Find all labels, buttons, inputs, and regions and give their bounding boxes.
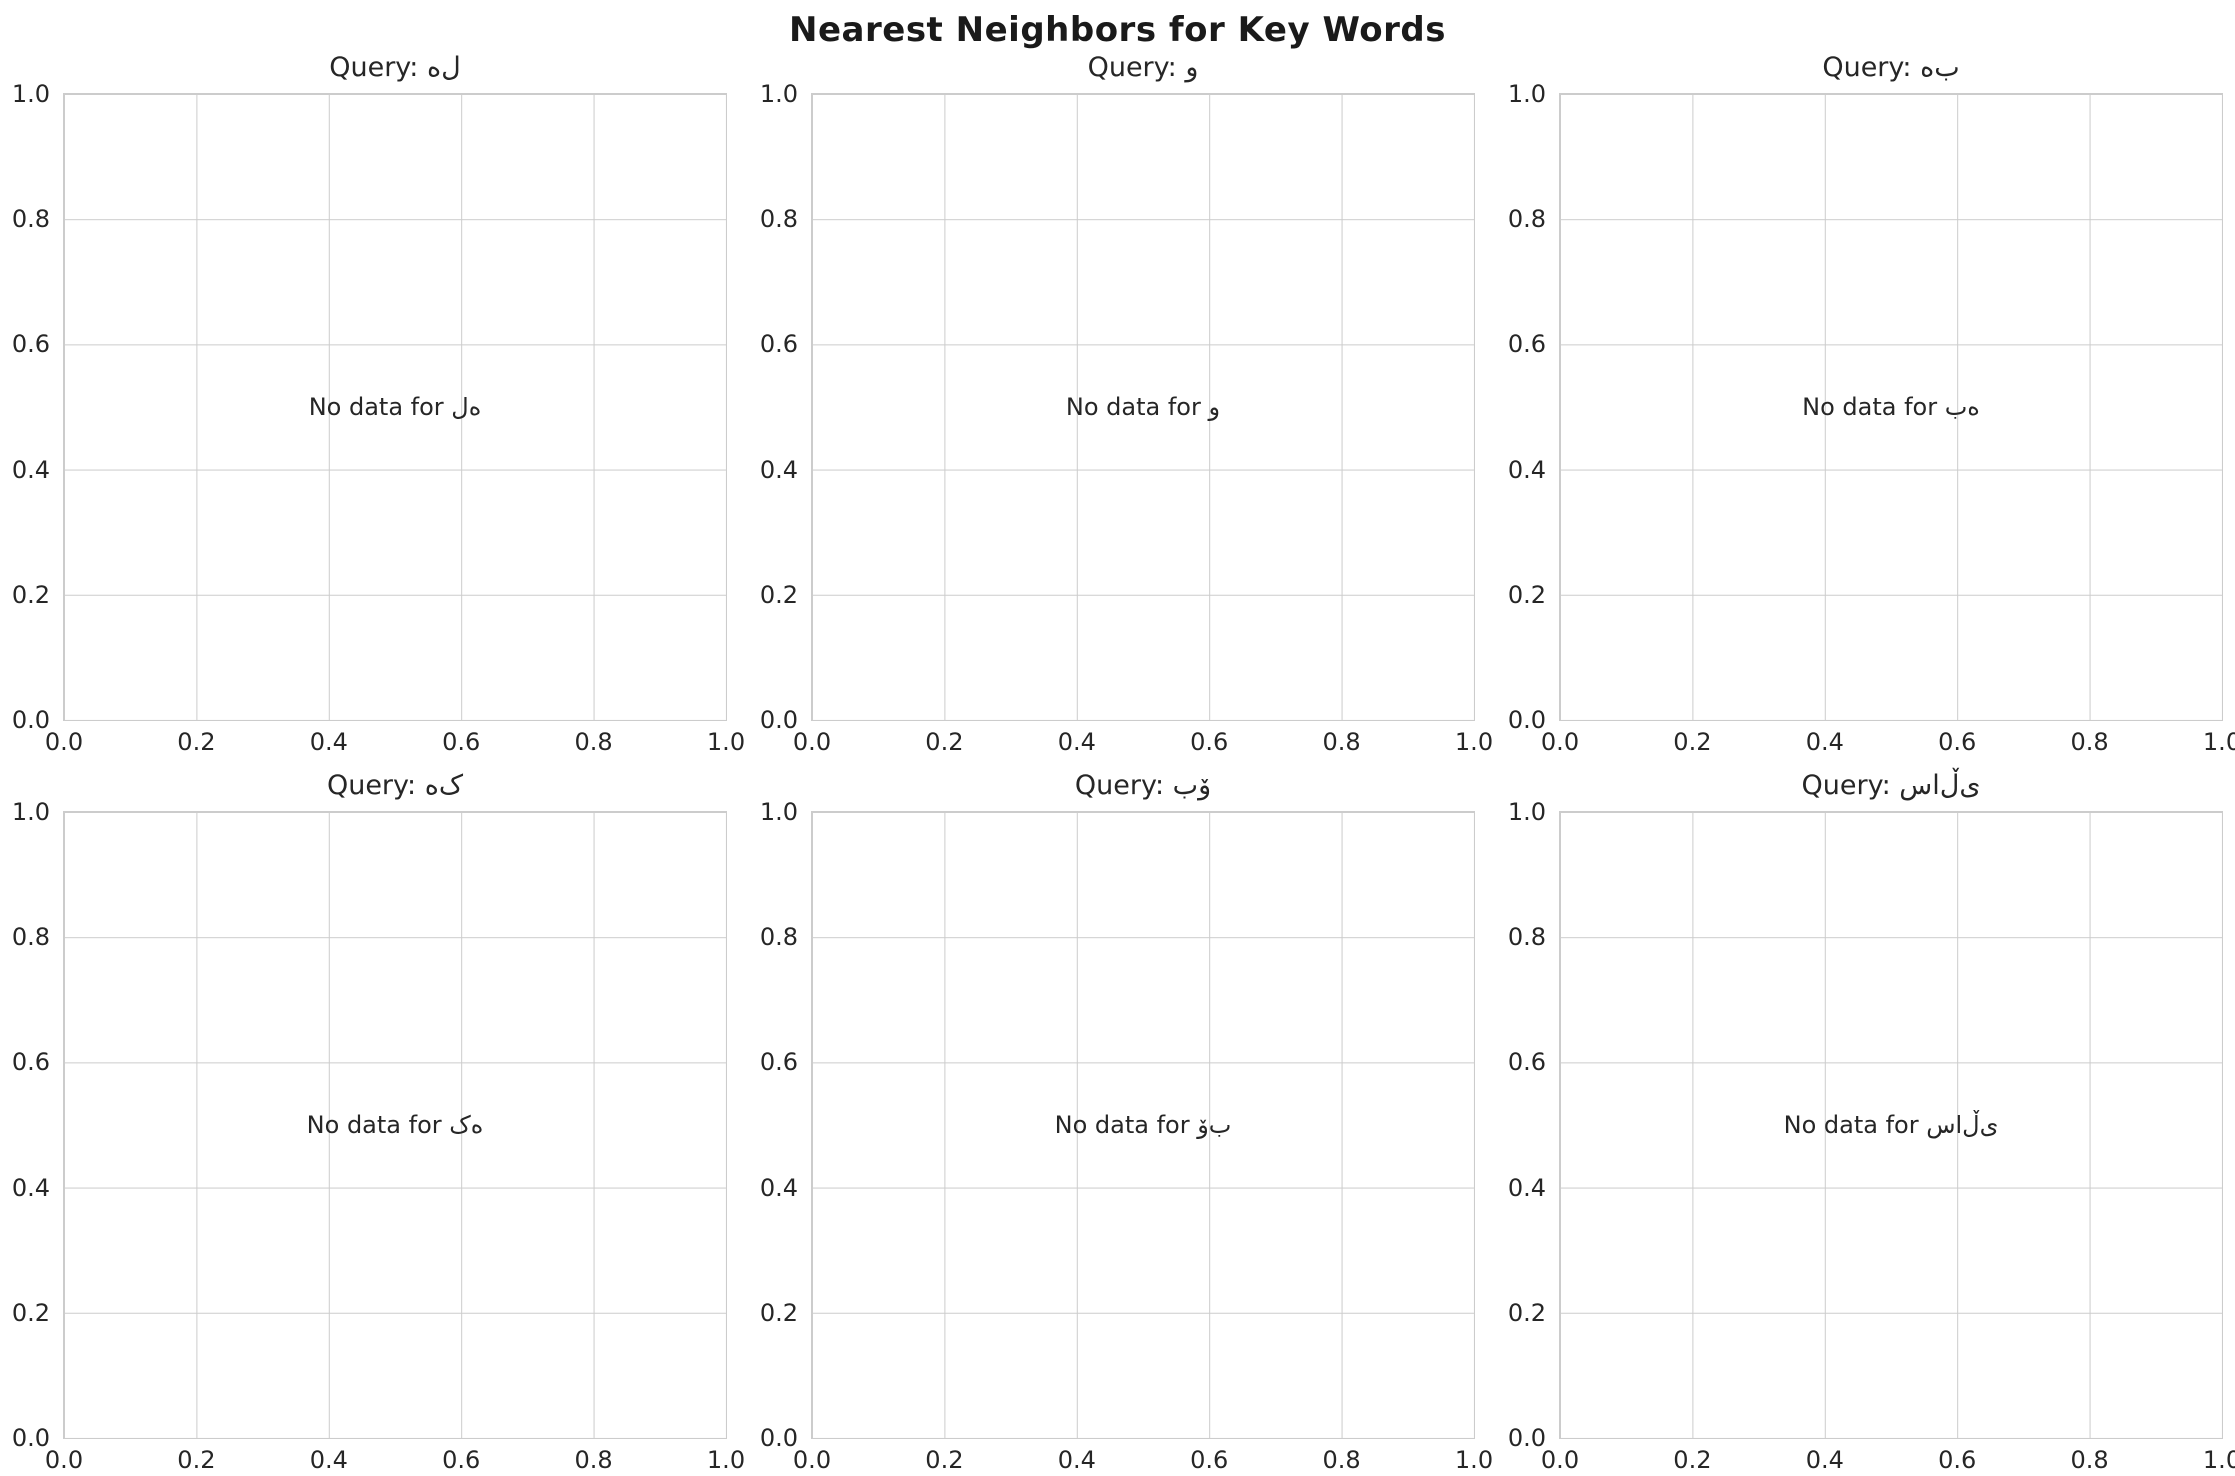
y-tick-label: 0.2: [1507, 580, 1546, 609]
no-data-message-5: No data for ‭ۆ‌ب‬: [1054, 1111, 1232, 1139]
x-tick-label: 0.2: [1673, 1446, 1712, 1474]
x-tick-label: 0.8: [574, 728, 613, 756]
x-tick-label: 0.8: [1322, 1446, 1361, 1474]
subplot-3-title: Query: ‭ە‌ب‬: [1822, 52, 1960, 83]
plot-area-6: No data for ‭س‌ا‌ڵ‌ی‬ 1.0 0.8 0.6 0.4 0.2 0.0…: [1508, 798, 2235, 1474]
x-tick-label: 0.6: [1938, 728, 1977, 756]
x-tick-label: 1.0: [2202, 728, 2235, 756]
subplot-2-title: Query: و: [1087, 52, 1199, 83]
no-data-message-3: No data for ‭ب‌ە‬: [1802, 393, 1980, 421]
y-tick-label: 0.6: [11, 330, 50, 359]
x-tick-label: 1.0: [2202, 1446, 2235, 1474]
x-tick-label: 0.8: [1322, 728, 1361, 756]
y-tick-label: 0.4: [1507, 455, 1546, 484]
y-tick-label: 1.0: [11, 80, 50, 108]
y-tick-label: 0.0: [759, 1424, 798, 1452]
y-tick-label: 0.2: [759, 580, 798, 609]
y-tick-label: 0.4: [11, 455, 50, 484]
y-tick-label: 0.2: [11, 580, 50, 609]
no-data-message-2: No data for و: [1065, 393, 1221, 421]
x-tick-label: 1.0: [706, 1446, 746, 1474]
y-tick-label: 0.8: [759, 205, 798, 234]
x-tick-label: 0.4: [309, 1446, 348, 1474]
y-tick-label: 0.4: [11, 1173, 50, 1202]
x-tick-label: 0.0: [792, 728, 832, 756]
subplot-6-title: Query: ‭س‌ا‌ڵ‌ی‬: [1801, 770, 1981, 801]
x-tick-label: 0.4: [1057, 1446, 1096, 1474]
x-tick-label: 0.2: [1673, 728, 1712, 756]
y-tick-label: 0.6: [759, 330, 798, 359]
x-tick-label: 0.2: [925, 1446, 964, 1474]
y-tick-label: 0.8: [1507, 923, 1546, 952]
y-tick-label: 0.8: [11, 205, 50, 234]
plot-area-5: No data for ‭ۆ‌ب‬ 1.0 0.8 0.6 0.4 0.2 0.0 0.0 0…: [760, 798, 1493, 1474]
y-tick-label: 1.0: [1507, 798, 1546, 826]
y-tick-label: 0.4: [1507, 1173, 1546, 1202]
y-tick-label: 0.4: [759, 1173, 798, 1202]
y-tick-label: 0.0: [1507, 706, 1546, 734]
x-tick-label: 0.0: [44, 1446, 84, 1474]
x-tick-label: 0.4: [1805, 1446, 1844, 1474]
subplot-4-title: Query: ‭ە‌ک‬: [326, 770, 464, 801]
x-tick-label: 0.6: [442, 1446, 481, 1474]
subplot-3: Query: ‭ە‌ب‬ No data for ‭ب‌ە‬ 1.0 0.8 0.6…: [1508, 52, 2235, 756]
subplot-1: Query: ‭ە‌ل‬ No data for ‭ل‌ە‬ 1.0 0.8 0.6…: [12, 52, 745, 756]
plot-area-1: No data for ‭ل‌ە‬ 1.0 0.8 0.6 0.4 0.2 0.0 0.0 0…: [12, 80, 745, 756]
y-tick-label: 0.2: [759, 1298, 798, 1327]
y-tick-label: 0.4: [759, 455, 798, 484]
x-tick-label: 0.2: [177, 728, 216, 756]
x-tick-label: 0.8: [2070, 1446, 2109, 1474]
x-tick-label: 0.0: [1540, 728, 1580, 756]
x-tick-label: 0.4: [1805, 728, 1844, 756]
y-tick-label: 0.6: [1507, 330, 1546, 359]
x-tick-label: 0.6: [1190, 728, 1229, 756]
y-tick-label: 0.8: [1507, 205, 1546, 234]
x-tick-label: 0.4: [1057, 728, 1096, 756]
x-tick-label: 0.8: [574, 1446, 613, 1474]
x-tick-label: 0.0: [792, 1446, 832, 1474]
x-tick-label: 0.6: [1190, 1446, 1229, 1474]
subplot-1-title: Query: ‭ە‌ل‬: [329, 52, 461, 83]
subplot-4: Query: ‭ە‌ک‬ No data for ‭ک‌ە‬ 1.0 0.8 0.6…: [12, 770, 745, 1474]
x-tick-label: 1.0: [1454, 728, 1494, 756]
y-tick-label: 0.8: [759, 923, 798, 952]
x-tick-label: 0.8: [2070, 728, 2109, 756]
y-tick-label: 0.0: [11, 706, 50, 734]
x-tick-label: 0.6: [1938, 1446, 1977, 1474]
x-tick-label: 0.2: [925, 728, 964, 756]
y-tick-label: 0.2: [1507, 1298, 1546, 1327]
plot-area-2: No data for و 1.0 0.8 0.6 0.4 0.2 0.0 0.0 0.2 0.…: [760, 80, 1493, 756]
y-tick-label: 0.6: [1507, 1048, 1546, 1077]
subplot-6: Query: ‭س‌ا‌ڵ‌ی‬ No data for ‭س‌ا‌ڵ‌ی‬ 1…: [1508, 770, 2235, 1474]
x-tick-label: 0.6: [442, 728, 481, 756]
figure-title: Nearest Neighbors for Key Words: [789, 10, 1446, 50]
y-tick-label: 0.0: [1507, 1424, 1546, 1452]
x-tick-label: 0.0: [1540, 1446, 1580, 1474]
x-tick-label: 0.4: [309, 728, 348, 756]
plot-area-4: No data for ‭ک‌ە‬ 1.0 0.8 0.6 0.4 0.2 0.0 0.0 0…: [12, 798, 745, 1474]
no-data-message-1: No data for ‭ل‌ە‬: [308, 393, 482, 421]
y-tick-label: 1.0: [1507, 80, 1546, 108]
y-tick-label: 0.6: [11, 1048, 50, 1077]
subplot-2: Query: و No data for و 1.0 0.8 0.6 0.4 0.2 0.…: [760, 52, 1493, 756]
plot-area-3: No data for ‭ب‌ە‬ 1.0 0.8 0.6 0.4 0.2 0.0 0.0 0…: [1508, 80, 2235, 756]
no-data-message-4: No data for ‭ک‌ە‬: [306, 1111, 484, 1139]
y-tick-label: 0.0: [11, 1424, 50, 1452]
y-tick-label: 0.2: [11, 1298, 50, 1327]
y-tick-label: 0.8: [11, 923, 50, 952]
x-tick-label: 1.0: [706, 728, 746, 756]
x-tick-label: 0.2: [177, 1446, 216, 1474]
y-tick-label: 1.0: [759, 798, 798, 826]
x-tick-label: 0.0: [44, 728, 84, 756]
y-tick-label: 1.0: [11, 798, 50, 826]
subplot-5: Query: ‭ب‌ۆ‬ No data for ‭ۆ‌ب‬ 1.0 0.8 0.6…: [760, 770, 1493, 1474]
y-tick-label: 0.6: [759, 1048, 798, 1077]
subplot-5-title: Query: ‭ب‌ۆ‬: [1074, 770, 1212, 801]
y-tick-label: 1.0: [759, 80, 798, 108]
no-data-message-6: No data for ‭س‌ا‌ڵ‌ی‬: [1783, 1111, 1999, 1139]
y-tick-label: 0.0: [759, 706, 798, 734]
x-tick-label: 1.0: [1454, 1446, 1494, 1474]
